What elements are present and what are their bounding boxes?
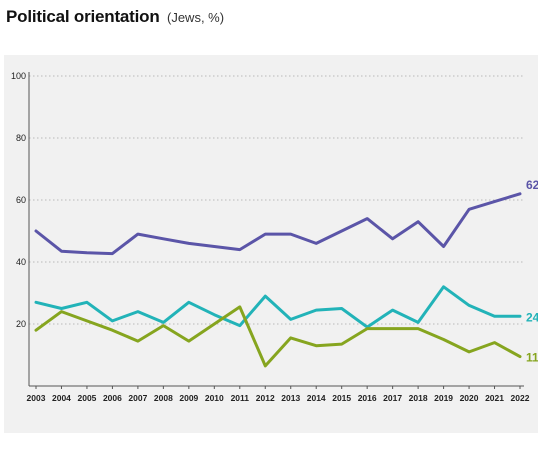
series-end-label: 62 [526,178,538,192]
x-tick-label: 2008 [154,393,173,403]
x-tick-label: 2015 [332,393,351,403]
x-tick-label: 2019 [434,393,453,403]
x-tick-label: 2022 [511,393,530,403]
x-tick-label: 2020 [460,393,479,403]
x-tick-label: 2005 [77,393,96,403]
x-tick-label: 2014 [307,393,326,403]
line-chart: 100 80 60 40 20 2003 2004 2005 2006 2007 2008 2009 2… [11,71,538,403]
x-tick-label: 2016 [358,393,377,403]
series-line-62 [34,192,522,256]
series-line-24 [34,285,522,329]
x-tick-label: 2018 [409,393,428,403]
x-tick-label: 2007 [128,393,147,403]
x-tick-label: 2004 [52,393,71,403]
chart-area: 100 80 60 40 20 2003 2004 2005 2006 2007 2008 2009 2… [4,55,538,433]
chart-subtitle: (Jews, %) [167,10,225,25]
x-tick-label: 2021 [485,393,504,403]
y-tick-label: 60 [16,195,26,205]
y-tick-label: 20 [16,319,26,329]
x-tick-label: 2013 [281,393,300,403]
series-line-11 [34,305,522,368]
x-tick-label: 2011 [231,393,250,403]
x-tick-label: 2017 [383,393,402,403]
y-tick-label: 40 [16,257,26,267]
x-tick-label: 2003 [27,393,46,403]
x-tick-label: 2006 [103,393,122,403]
series-end-label: 11 [526,351,538,365]
x-tick-label: 2010 [205,393,224,403]
series-end-label: 24 [526,310,538,324]
x-tick-label: 2009 [179,393,198,403]
y-tick-label: 100 [11,71,26,81]
x-tick-label: 2012 [256,393,275,403]
chart-title: Political orientation [6,7,160,26]
chart-title-row: Political orientation (Jews, %) [6,7,224,27]
y-tick-label: 80 [16,133,26,143]
